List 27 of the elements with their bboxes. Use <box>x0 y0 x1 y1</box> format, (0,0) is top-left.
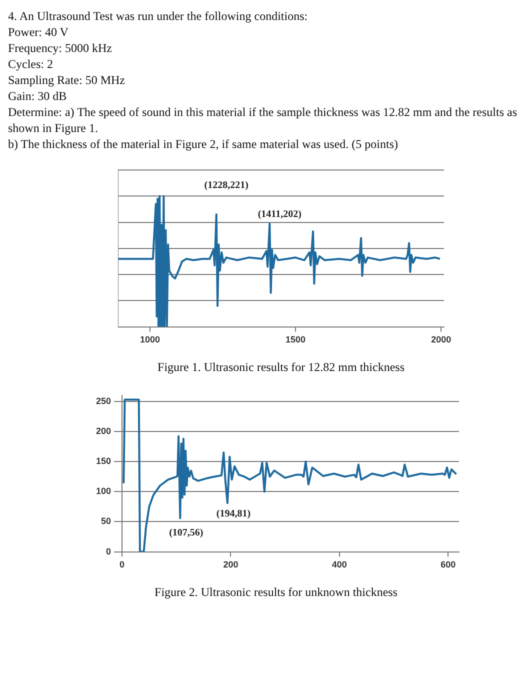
text: Power: 40 V <box>8 24 70 40</box>
x-tick-label: 200 <box>223 560 238 570</box>
annotation: (1228,221) <box>204 180 248 192</box>
y-tick-label: 100 <box>96 486 112 496</box>
x-tick-label: 1500 <box>286 334 306 345</box>
annotation: (107,56) <box>169 528 204 539</box>
text: Frequency: 5000 kHz <box>8 40 113 56</box>
y-tick-label: 50 <box>101 516 112 526</box>
y-tick-label: 150 <box>96 456 112 466</box>
text: Determine: a) The speed of sound in this material if the sample thickness was 12.82 mm and the results as shown in Figure 1. <box>8 104 517 136</box>
annotation: (1411,202) <box>258 209 302 220</box>
y-tick-label: 0 <box>106 546 112 556</box>
text: Cycles: 2 <box>8 56 54 72</box>
text: Figure 1. Ultrasonic results for 12.82 mm thickness <box>158 360 405 374</box>
text: Gain: 30 dB <box>8 88 68 104</box>
text: Sampling Rate: 50 MHz <box>8 72 126 88</box>
x-tick-label: 0 <box>120 560 125 570</box>
x-tick-label: 400 <box>332 560 347 570</box>
y-tick-label: 200 <box>96 426 112 436</box>
x-tick-label: 2000 <box>431 334 452 345</box>
text: 4. An Ultrasound Test was run under the following conditions: <box>8 8 309 24</box>
text: b) The thickness of the material in Figure 2, if same material was used. (5 points) <box>8 136 400 152</box>
annotation: (194,81) <box>216 508 251 520</box>
text: Figure 2. Ultrasonic results for unknown thickness <box>154 584 398 599</box>
x-tick-label: 600 <box>440 560 456 570</box>
x-tick-label: 1000 <box>140 334 160 345</box>
y-tick-label: 250 <box>96 396 112 406</box>
